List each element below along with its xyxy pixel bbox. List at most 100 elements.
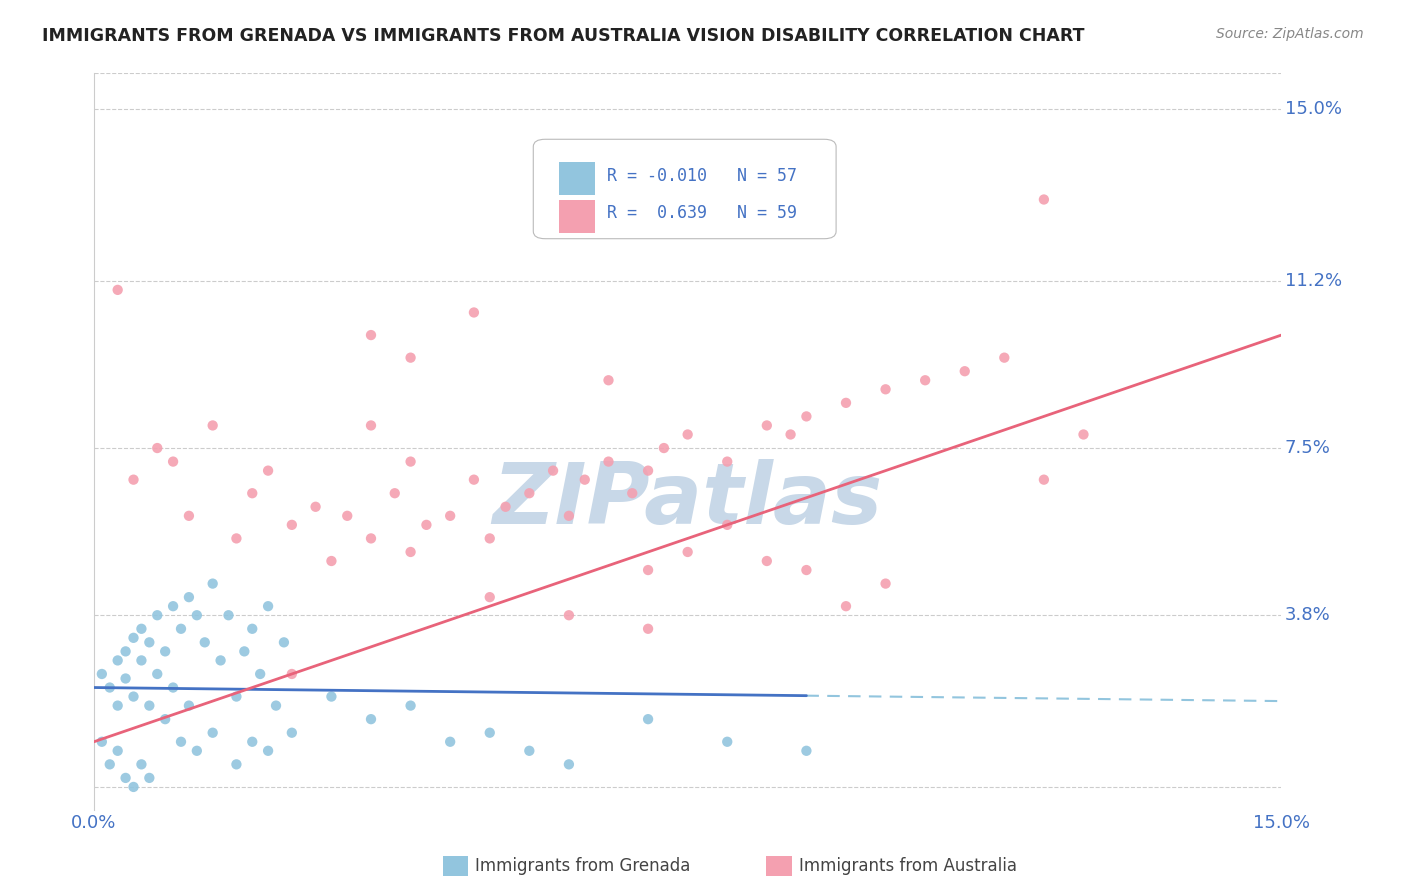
Text: 11.2%: 11.2% xyxy=(1285,272,1343,290)
Point xyxy=(652,441,675,455)
Point xyxy=(1032,193,1054,207)
Point xyxy=(146,667,169,681)
Point xyxy=(755,418,778,433)
Point xyxy=(107,283,129,297)
Point xyxy=(257,464,280,478)
Point xyxy=(177,508,200,523)
Point xyxy=(399,545,422,559)
Point xyxy=(558,757,581,772)
Point xyxy=(162,599,184,614)
Point xyxy=(360,712,382,726)
Point xyxy=(399,698,422,713)
Point xyxy=(439,508,461,523)
Point xyxy=(114,672,136,686)
Point xyxy=(170,622,193,636)
Point xyxy=(273,635,295,649)
Point xyxy=(162,681,184,695)
Point xyxy=(131,757,153,772)
Point xyxy=(138,698,160,713)
Point xyxy=(558,508,581,523)
Point xyxy=(495,500,517,514)
Text: R = -0.010   N = 57: R = -0.010 N = 57 xyxy=(607,168,797,186)
Point xyxy=(463,305,485,319)
Point xyxy=(281,667,304,681)
Point xyxy=(194,635,217,649)
Text: Source: ZipAtlas.com: Source: ZipAtlas.com xyxy=(1216,27,1364,41)
Point xyxy=(249,667,271,681)
Point xyxy=(90,735,112,749)
Point xyxy=(186,608,208,623)
Point xyxy=(122,473,145,487)
Point xyxy=(384,486,406,500)
Text: 7.5%: 7.5% xyxy=(1285,439,1331,457)
Point xyxy=(153,712,176,726)
Text: 3.8%: 3.8% xyxy=(1285,607,1330,624)
Text: IMMIGRANTS FROM GRENADA VS IMMIGRANTS FROM AUSTRALIA VISION DISABILITY CORRELATI: IMMIGRANTS FROM GRENADA VS IMMIGRANTS FR… xyxy=(42,27,1084,45)
Point xyxy=(240,622,263,636)
Bar xyxy=(560,200,595,233)
Point xyxy=(574,473,596,487)
Point xyxy=(360,328,382,343)
Point xyxy=(257,599,280,614)
Text: Immigrants from Australia: Immigrants from Australia xyxy=(799,857,1017,875)
Point xyxy=(755,554,778,568)
Text: R =  0.639   N = 59: R = 0.639 N = 59 xyxy=(607,203,797,222)
Point xyxy=(875,576,897,591)
Text: ZIPatlas: ZIPatlas xyxy=(492,458,883,541)
Point xyxy=(835,396,858,410)
Point xyxy=(1073,427,1095,442)
Point xyxy=(209,653,232,667)
Point xyxy=(107,653,129,667)
Point xyxy=(716,454,738,468)
Point xyxy=(122,690,145,704)
Point xyxy=(321,690,343,704)
Point xyxy=(598,373,620,387)
Point xyxy=(415,517,437,532)
Point xyxy=(98,757,121,772)
Point xyxy=(463,473,485,487)
Point xyxy=(225,690,247,704)
Point xyxy=(90,667,112,681)
Point xyxy=(218,608,240,623)
Point xyxy=(240,735,263,749)
Point xyxy=(138,635,160,649)
Point xyxy=(201,576,224,591)
Point xyxy=(162,454,184,468)
Point xyxy=(146,608,169,623)
Point xyxy=(598,454,620,468)
Point xyxy=(796,409,818,424)
Point xyxy=(637,712,659,726)
Point xyxy=(478,532,501,546)
Point xyxy=(138,771,160,785)
Point xyxy=(779,427,801,442)
Point xyxy=(201,418,224,433)
Point xyxy=(131,653,153,667)
Point xyxy=(478,590,501,604)
Point xyxy=(993,351,1015,365)
Point xyxy=(240,486,263,500)
Point xyxy=(439,735,461,749)
Point xyxy=(257,744,280,758)
Point xyxy=(122,780,145,794)
Bar xyxy=(560,162,595,195)
Point xyxy=(98,681,121,695)
Point xyxy=(517,744,540,758)
Point xyxy=(517,486,540,500)
Point xyxy=(1032,473,1054,487)
Point xyxy=(360,532,382,546)
Text: Immigrants from Grenada: Immigrants from Grenada xyxy=(475,857,690,875)
Point xyxy=(107,744,129,758)
Point xyxy=(146,441,169,455)
Point xyxy=(233,644,256,658)
Point xyxy=(321,554,343,568)
Point xyxy=(177,590,200,604)
Point xyxy=(264,698,287,713)
Point xyxy=(716,735,738,749)
Point xyxy=(170,735,193,749)
Point xyxy=(225,532,247,546)
Point xyxy=(122,631,145,645)
Point xyxy=(114,771,136,785)
Point xyxy=(676,545,699,559)
Point xyxy=(716,517,738,532)
Point xyxy=(914,373,936,387)
